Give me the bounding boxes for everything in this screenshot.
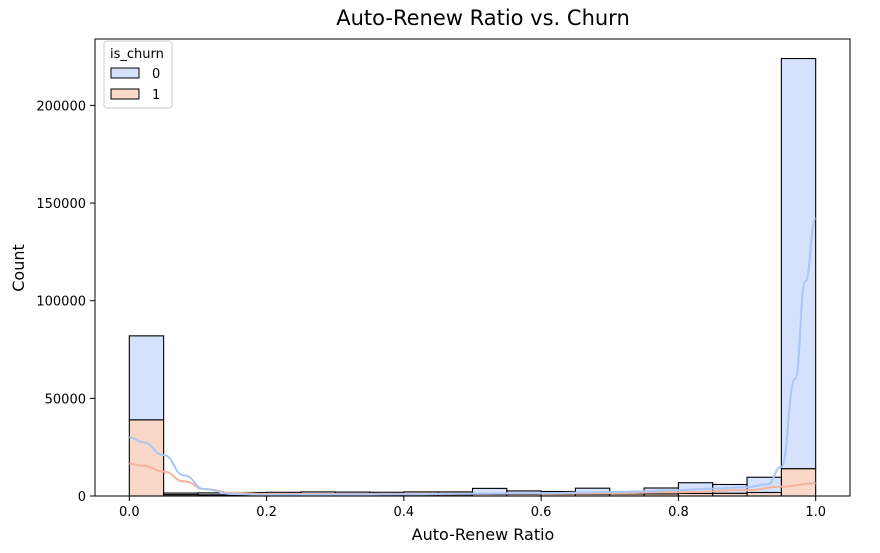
kde-layer <box>129 217 817 496</box>
y-tick-label: 0 <box>78 490 86 505</box>
x-tick-label: 0.8 <box>668 505 689 520</box>
y-tick-label: 200000 <box>36 99 86 114</box>
bar-churn-0-bin-1 <box>163 492 199 496</box>
bar-churn-1-bin-0 <box>128 419 165 497</box>
legend-label-1: 1 <box>152 88 160 103</box>
bar-churn-0-bin-0 <box>128 335 165 421</box>
y-axis-label: Count <box>9 244 28 292</box>
legend: is_churn 0 1 <box>103 40 173 109</box>
x-tick-label: 1.0 <box>805 505 826 520</box>
y-tick-label: 50000 <box>45 392 86 407</box>
legend-swatch-1 <box>110 88 140 100</box>
x-tick-label: 0.6 <box>531 505 552 520</box>
chart-title: Auto-Renew Ratio vs. Churn <box>336 6 630 30</box>
y-axis-ticks: 0 50000 100000 150000 200000 <box>36 99 95 505</box>
x-tick-label: 0.4 <box>394 505 415 520</box>
y-tick-label: 100000 <box>36 295 86 310</box>
plot-frame <box>94 38 851 497</box>
x-tick-label: 0.0 <box>119 505 140 520</box>
x-axis-label: Auto-Renew Ratio <box>412 525 555 544</box>
x-tick-label: 0.2 <box>256 505 277 520</box>
legend-title: is_churn <box>110 47 164 62</box>
legend-swatch-0 <box>110 67 140 79</box>
legend-label-0: 0 <box>152 67 160 82</box>
bar-churn-1-bin-19 <box>780 468 817 497</box>
kde-line-churn-0 <box>129 217 817 496</box>
y-tick-label: 150000 <box>36 197 86 212</box>
bar-churn-0-bin-19 <box>780 57 817 470</box>
x-axis-ticks: 0.0 0.2 0.4 0.6 0.8 1.0 <box>119 496 826 520</box>
